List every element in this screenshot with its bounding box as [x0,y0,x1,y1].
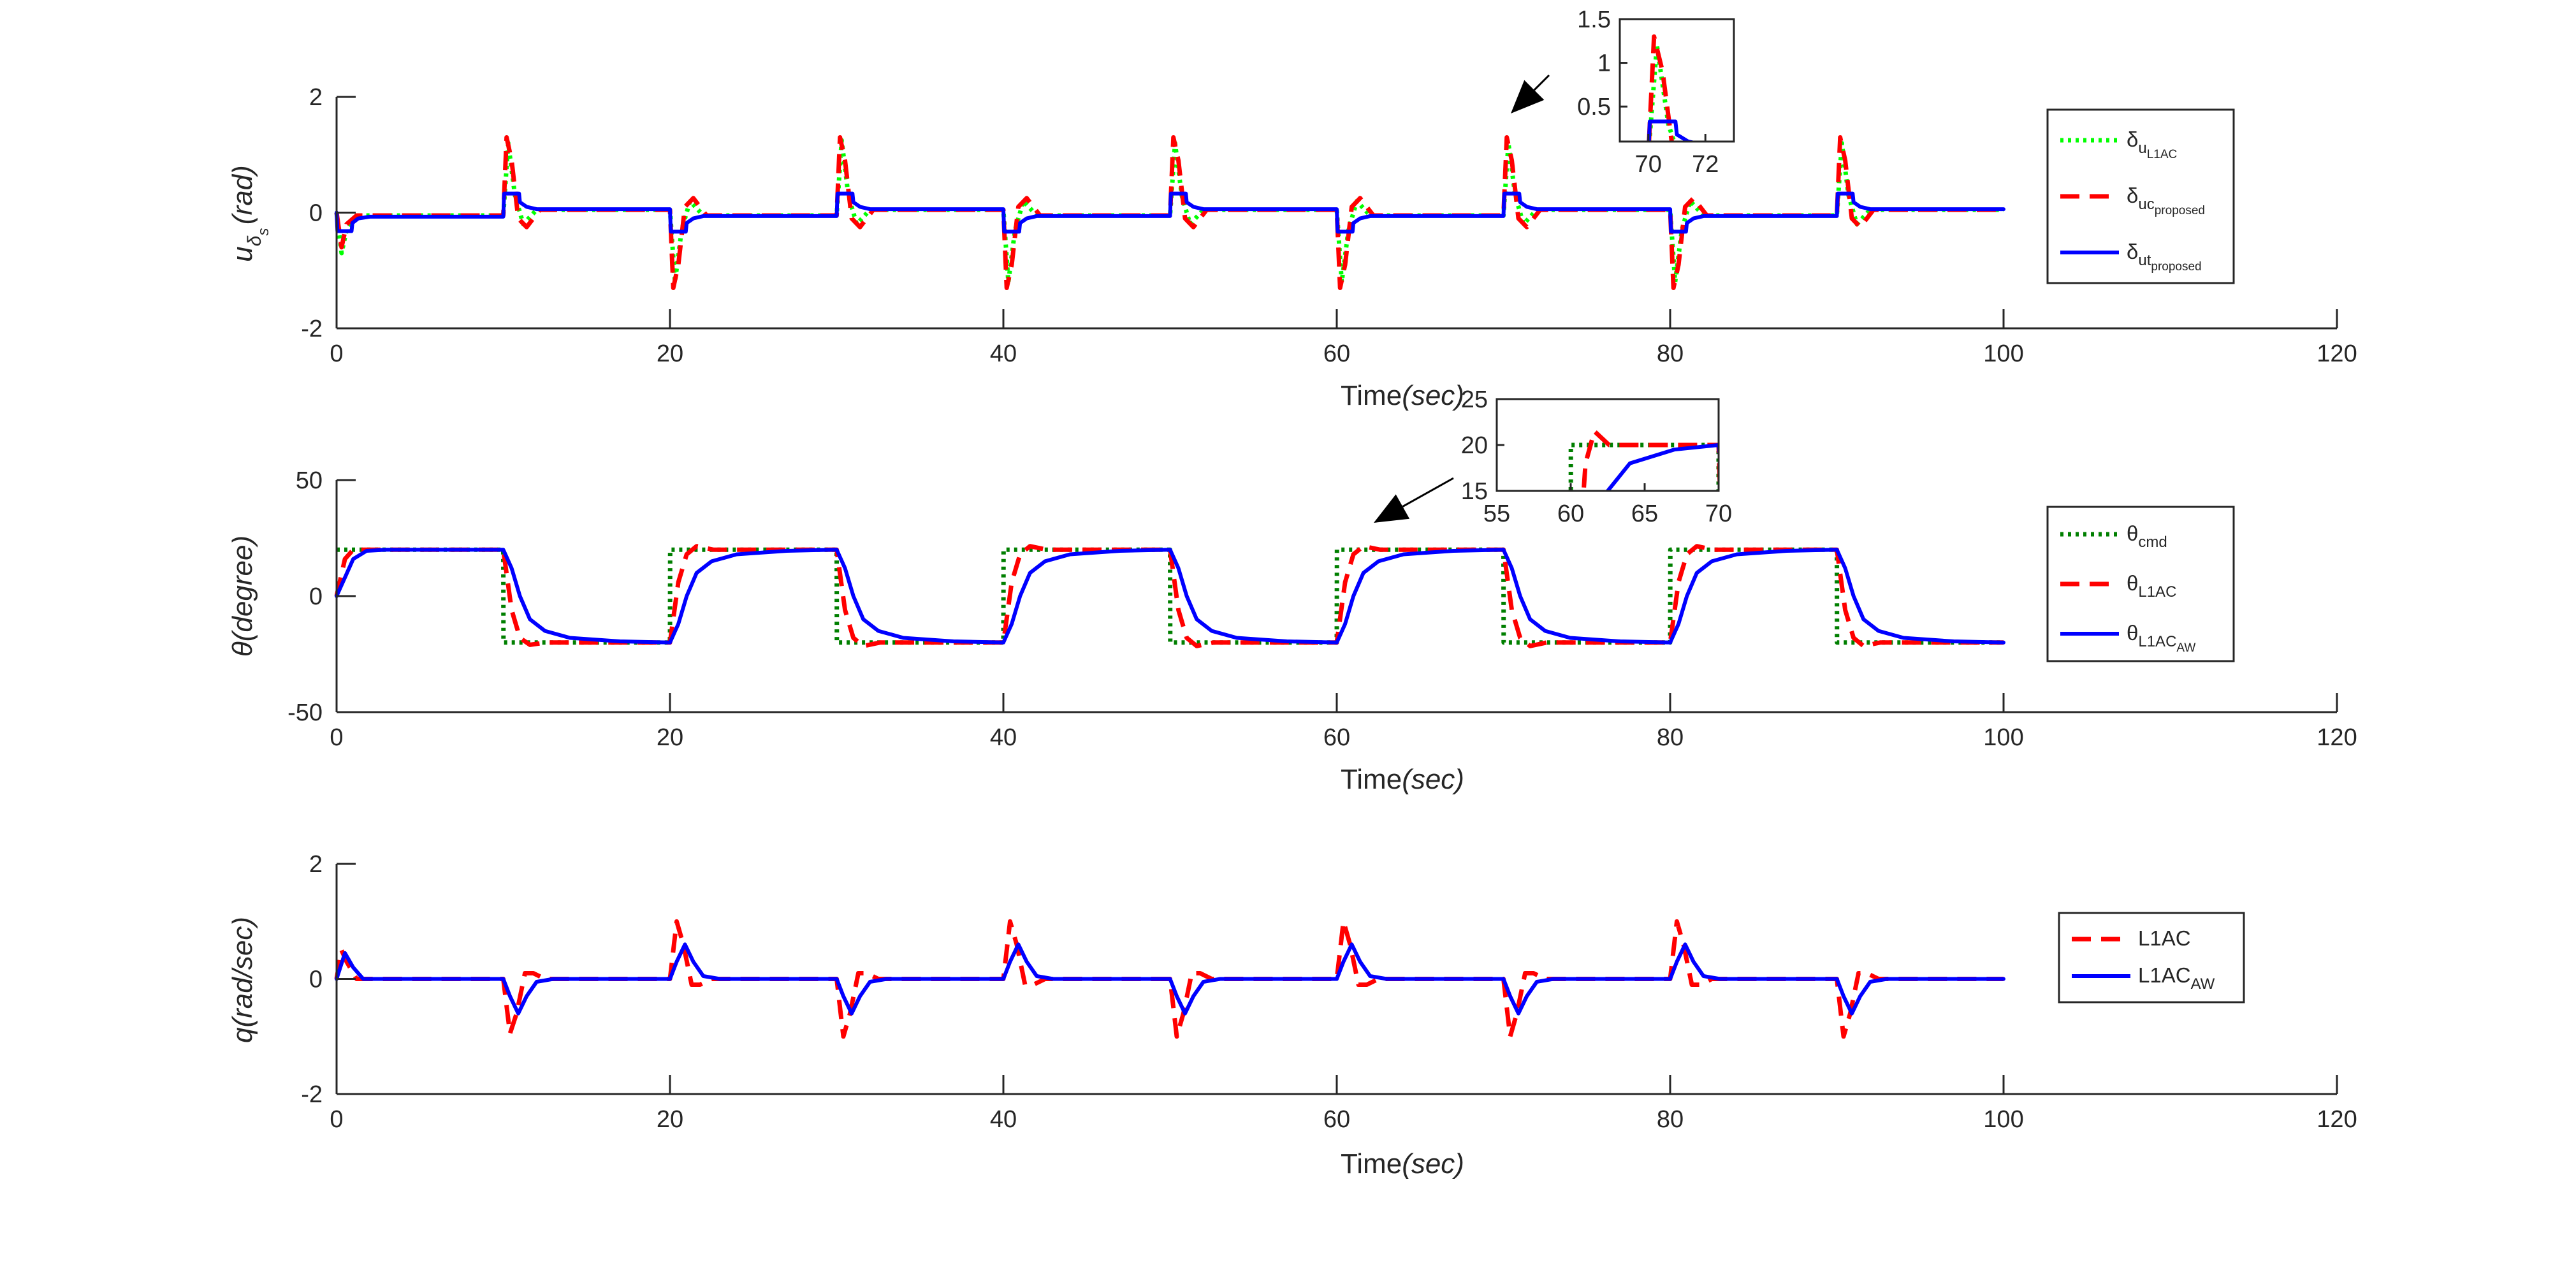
x-axis-label: Time(sec) [1341,764,1464,795]
inset-x-tick-label: 55 [1483,500,1510,527]
series-line [335,942,2005,1016]
axes: 0 20 40 60 80 100 120 -2 0 2 [301,84,2357,367]
legend-label: L1ACAW [2138,963,2215,993]
x-tick-label: 60 [1323,1106,1350,1133]
y-tick-label: -2 [301,316,323,342]
panel-pitch-angle: 0 20 40 60 80 100 120 -50 0 50 Time(sec) θ(degree) θ… [227,386,2357,795]
inset-x-tick-label: 65 [1631,500,1658,527]
y-tick-label: 0 [309,200,323,227]
inset-x-tick-label: 70 [1635,151,1662,178]
legend: L1AC L1ACAW [2058,912,2245,1003]
series-line [335,548,2005,645]
x-tick-label: 80 [1657,1106,1684,1133]
y-tick-label: -50 [287,699,323,726]
inset-x-tick-label: 72 [1692,151,1719,178]
x-tick-label: 80 [1657,340,1684,367]
series-line [1605,443,1719,491]
pointer-arrow [1402,477,1454,507]
inset-y-tick-label: 20 [1461,432,1488,459]
inset-y-tick-label: 1.5 [1577,6,1611,33]
axes: 0 20 40 60 80 100 120 -2 0 2 [301,851,2357,1133]
x-tick-label: 0 [330,724,343,751]
pointer-arrow-head [1511,80,1545,113]
inset-x-tick-label: 70 [1705,500,1732,527]
x-tick-label: 20 [657,340,683,367]
plot-area [334,135,2005,290]
x-tick-label: 20 [657,724,683,751]
x-tick-label: 0 [330,1106,343,1133]
y-tick-label: 2 [309,84,323,111]
legend-label: θL1AC [2127,571,2176,601]
legend-label: L1AC [2138,926,2191,950]
legend-label: δutproposed [2127,240,2202,274]
legend-box [2058,912,2245,1003]
x-axis-label: Time(sec) [1341,1148,1464,1179]
x-tick-label: 120 [2317,1106,2357,1133]
x-tick-label: 20 [657,1106,683,1133]
inset-box [1619,18,1735,143]
panel-pitch-rate: 0 20 40 60 80 100 120 -2 0 2 Time(sec) q(rad/sec) L1… [227,851,2357,1179]
inset-y-tick-label: 1 [1597,50,1611,77]
inset-x-tick-label: 60 [1557,500,1584,527]
y-axis-label: uδs (rad) [227,165,272,262]
x-tick-label: 40 [990,1106,1017,1133]
x-tick-label: 100 [1983,1106,2023,1133]
axes: 0 20 40 60 80 100 120 -50 0 50 [287,467,2357,751]
y-tick-label: 0 [309,583,323,610]
x-tick-label: 100 [1983,724,2023,751]
y-tick-label: 50 [296,467,323,494]
y-tick-label: -2 [301,1081,323,1108]
series-line [334,919,2004,1039]
y-tick-label: 0 [309,967,323,993]
x-axis-label: Time(sec) [1341,380,1464,411]
legend-label: δucproposed [2127,184,2205,217]
legend: δuL1AC δucproposed δutproposed [2046,108,2235,284]
inset-y-tick-label: 0.5 [1577,94,1611,120]
plot-area [334,544,2005,648]
inset-y-tick-label: 15 [1461,478,1488,505]
y-axis-label: q(rad/sec) [227,917,258,1043]
legend-label: θL1ACAW [2127,621,2195,655]
x-tick-label: 40 [990,724,1017,751]
pointer-arrow-head [1374,494,1410,523]
x-tick-label: 80 [1657,724,1684,751]
y-axis-label: θ(degree) [227,536,258,657]
y-tick-label: 2 [309,851,323,878]
x-tick-label: 120 [2317,724,2357,751]
inset-y-tick-label: 25 [1461,386,1488,413]
x-tick-label: 60 [1323,340,1350,367]
inset-zoom: 55 60 65 70 15 20 25 [1374,386,1732,527]
series-line [335,191,2005,234]
pointer-arrow [1533,74,1550,91]
legend: θcmd θL1AC θL1ACAW [2046,506,2235,662]
legend-label: θcmd [2127,522,2167,551]
x-tick-label: 100 [1983,340,2023,367]
x-tick-label: 120 [2317,340,2357,367]
x-tick-label: 60 [1323,724,1350,751]
legend-label: δuL1AC [2127,128,2177,161]
inset-zoom: 70 72 0.5 1 1.5 [1511,6,1735,178]
series-line [1568,442,1719,491]
x-tick-label: 40 [990,340,1017,367]
series-line [334,544,2004,648]
plot-area [334,919,2005,1039]
x-tick-label: 0 [330,340,343,367]
panel-control-input: 0 20 40 60 80 100 120 -2 0 2 Time(sec) uδs (rad) δuL… [227,6,2357,411]
